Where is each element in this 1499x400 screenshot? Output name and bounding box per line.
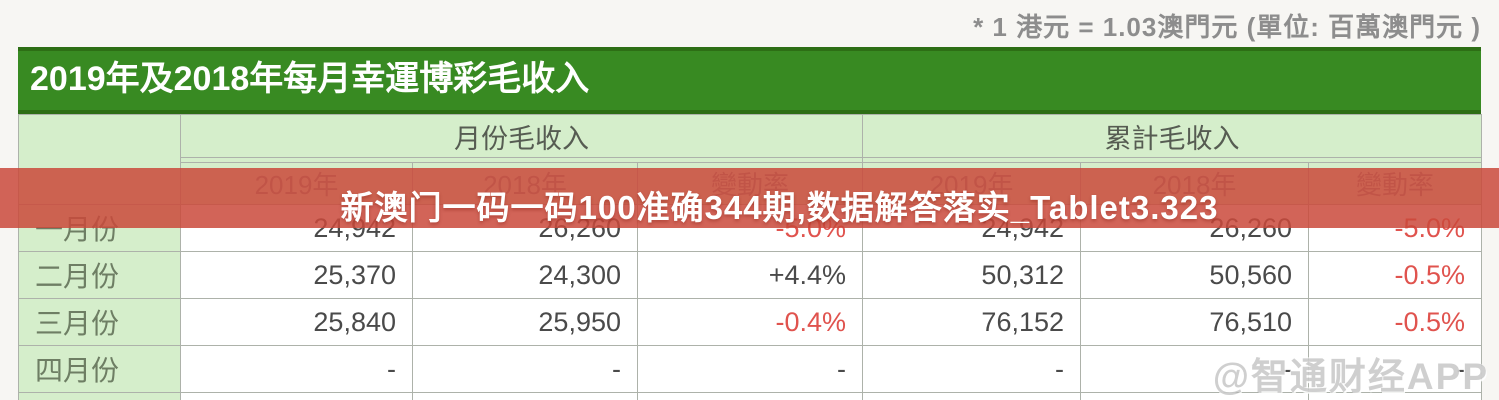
- cell-monthly-2018: -: [412, 345, 638, 393]
- cell-monthly-2019: [180, 392, 413, 400]
- month-label: 四月份: [18, 345, 181, 393]
- cell-monthly-change: -: [636, 345, 864, 393]
- table-row-february: 二月份 25,370 24,300 +4.4% 50,312 50,560 -0…: [18, 251, 1483, 299]
- table-title-bar: 2019年及2018年每月幸運博彩毛收入: [18, 47, 1481, 110]
- cell-monthly-change: -0.4%: [636, 298, 864, 346]
- cell-cumulative-change: -0.5%: [1308, 251, 1483, 299]
- cell-monthly-2019: -: [180, 345, 413, 393]
- cell-cumulative-2018: 50,560: [1080, 251, 1310, 299]
- cell-monthly-2018: [412, 392, 638, 400]
- table-row-partial: [18, 392, 1483, 400]
- cell-cumulative-2019: 76,152: [862, 298, 1082, 346]
- overlay-banner: 新澳门一码一码100准确344期,数据解答落实_Tablet3.323: [0, 168, 1499, 228]
- cell-cumulative-change: -: [1308, 345, 1483, 393]
- watermark: @智通财经APP: [1212, 356, 1489, 397]
- group-header-cumulative: 累計毛收入: [862, 114, 1483, 158]
- cell-cumulative-change: [1308, 392, 1483, 400]
- month-label: 二月份: [18, 251, 181, 299]
- month-label: [18, 392, 181, 400]
- cell-monthly-2018: 24,300: [412, 251, 638, 299]
- cell-monthly-2019: 25,370: [180, 251, 413, 299]
- cell-monthly-change: [636, 392, 864, 400]
- month-label: 三月份: [18, 298, 181, 346]
- cell-cumulative-2019: -: [862, 345, 1082, 393]
- cell-cumulative-2018: -: [1080, 345, 1310, 393]
- overlay-banner-text: 新澳门一码一码100准确344期,数据解答落实_Tablet3.323: [340, 189, 1219, 226]
- exchange-rate-note: * 1 港元 = 1.03澳門元 (單位: 百萬澳門元 ): [973, 12, 1481, 42]
- table-row-march: 三月份 25,840 25,950 -0.4% 76,152 76,510 -0…: [18, 298, 1483, 346]
- cell-cumulative-2019: 50,312: [862, 251, 1082, 299]
- cell-cumulative-change: -0.5%: [1308, 298, 1483, 346]
- cell-cumulative-2019: [862, 392, 1082, 400]
- cell-monthly-change: +4.4%: [636, 251, 864, 299]
- cell-monthly-2018: 25,950: [412, 298, 638, 346]
- cell-cumulative-2018: 76,510: [1080, 298, 1310, 346]
- table-row-april: 四月份 - - - - - -: [18, 345, 1483, 393]
- table-title: 2019年及2018年每月幸運博彩毛收入: [30, 60, 590, 98]
- group-header-row: 月份毛收入 累計毛收入: [18, 114, 1483, 205]
- group-header-monthly: 月份毛收入: [179, 114, 864, 158]
- cell-monthly-2019: 25,840: [180, 298, 413, 346]
